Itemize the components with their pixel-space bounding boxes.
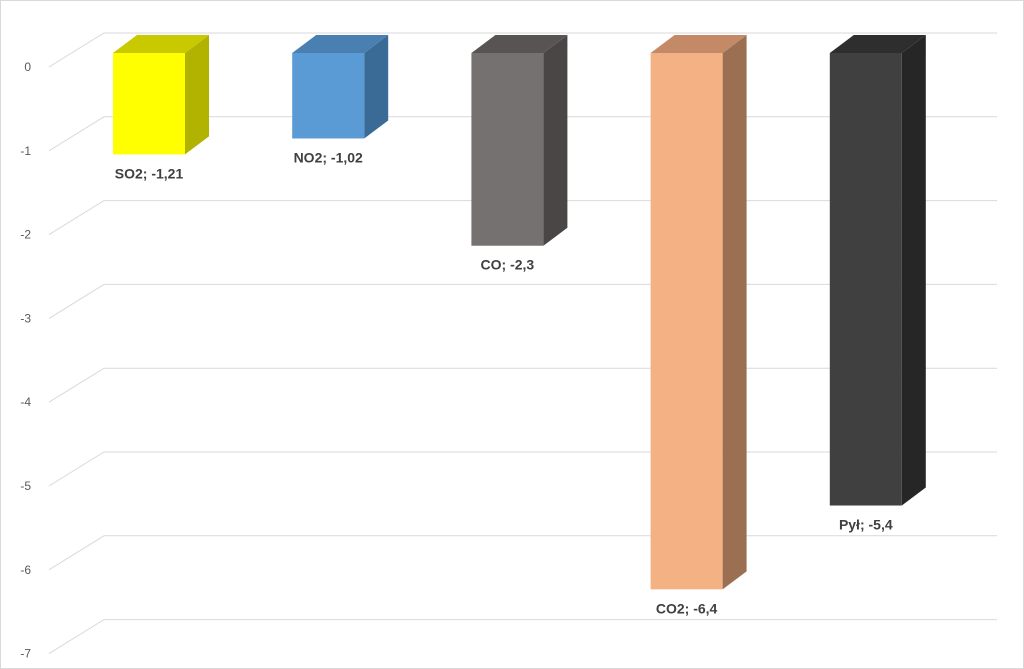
bar-top — [829, 35, 926, 53]
y-tick-label: -5 — [20, 479, 31, 493]
y-tick-label: -6 — [20, 563, 31, 577]
bar-top — [292, 35, 389, 53]
y-tick-label: -4 — [20, 395, 31, 409]
bar-pył — [829, 53, 902, 506]
data-label: CO; -2,3 — [481, 257, 535, 273]
data-label: NO2; -1,02 — [294, 149, 363, 165]
bar-side — [185, 35, 209, 155]
data-label: SO2; -1,21 — [115, 165, 184, 181]
bar-so2 — [113, 53, 185, 155]
gridline — [48, 32, 997, 68]
y-tick-label: -1 — [20, 144, 31, 158]
bar-no2 — [292, 53, 365, 139]
gridline — [48, 619, 997, 655]
bar-co2 — [650, 53, 723, 590]
data-label: CO2; -6,4 — [656, 600, 718, 616]
bar-side — [364, 35, 389, 139]
bar-side — [722, 35, 747, 590]
bar-side — [901, 35, 926, 506]
y-tick-label: 0 — [24, 60, 31, 74]
bar-top — [650, 35, 747, 53]
gridline — [48, 535, 997, 571]
y-tick-label: -3 — [20, 311, 31, 325]
bar-top — [113, 35, 209, 53]
bar-top — [471, 35, 568, 53]
y-tick-label: -2 — [20, 228, 31, 242]
y-tick-label: -7 — [20, 647, 31, 661]
data-label: Pył; -5,4 — [839, 517, 893, 533]
bar-co — [471, 53, 544, 246]
bar-side — [543, 35, 568, 246]
